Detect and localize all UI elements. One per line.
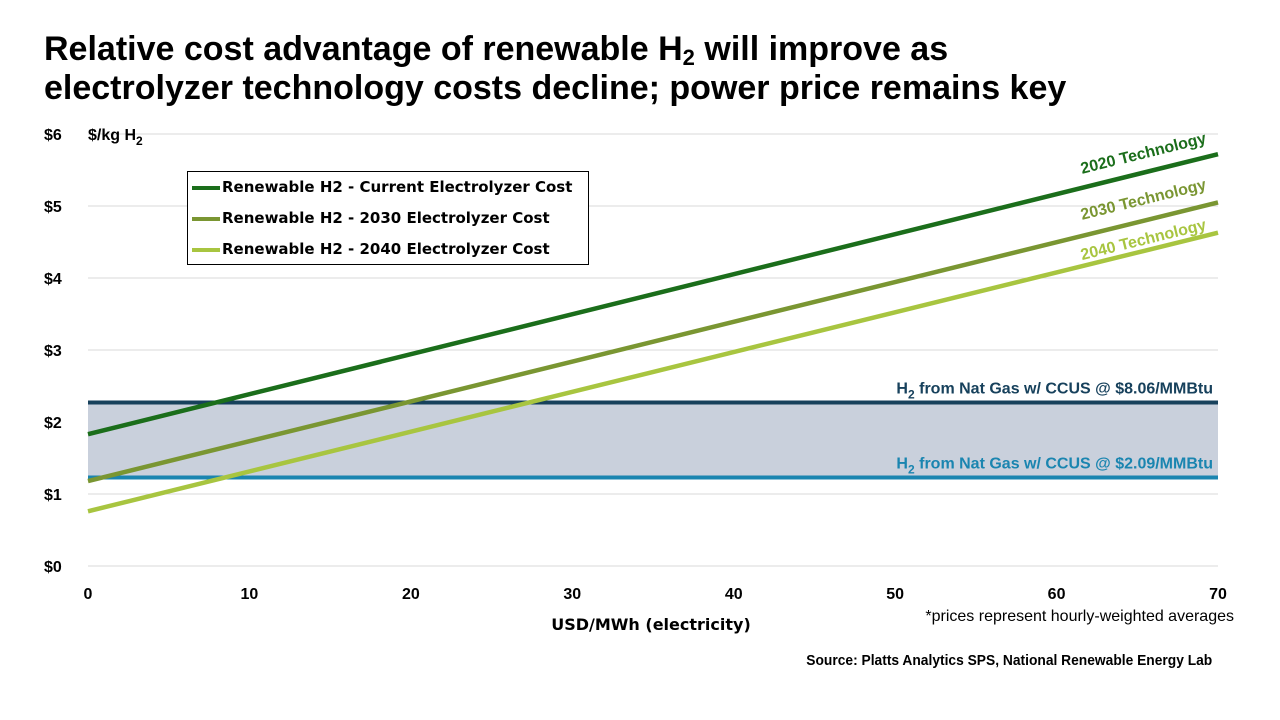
x-tick-label: 60 — [1048, 586, 1066, 603]
y-tick-label: $2 — [44, 415, 62, 432]
footnote: *prices represent hourly-weighted averag… — [925, 608, 1234, 625]
title-line2: electrolyzer technology costs decline; p… — [44, 69, 1067, 107]
reference-lines — [88, 400, 1218, 480]
x-tick-label: 20 — [402, 586, 420, 603]
x-tick-label: 0 — [84, 586, 93, 603]
y-tick-label: $3 — [44, 343, 62, 360]
legend-swatch-current — [192, 186, 220, 190]
y-tick-labels: $0 $1 $2 $3 $4 $5 $6 — [44, 127, 62, 576]
reference-line-labels: H2 from Nat Gas w/ CCUS @ $8.06/MMBtu H2 … — [896, 381, 1213, 477]
chart-title: Relative cost advantage of renewable H2 … — [44, 30, 1244, 108]
series-line — [87, 151, 1219, 437]
legend-label-2040: Renewable H2 - 2040 Electrolyzer Cost — [222, 240, 550, 258]
legend: Renewable H2 - Current Electrolyzer Cost… — [187, 171, 589, 265]
y-axis-label: $/kg H2 — [88, 127, 143, 148]
legend-swatch-2040 — [192, 248, 220, 252]
title-line1-post: will improve as — [694, 30, 949, 68]
x-tick-label: 10 — [241, 586, 259, 603]
x-tick-label: 70 — [1209, 586, 1227, 603]
legend-label-current: Renewable H2 - Current Electrolyzer Cost — [222, 178, 573, 196]
legend-item-2040: Renewable H2 - 2040 Electrolyzer Cost — [188, 238, 588, 260]
y-tick-label: $0 — [44, 559, 62, 576]
x-tick-label: 30 — [563, 586, 581, 603]
y-tick-label: $1 — [44, 487, 62, 504]
y-tick-label: $5 — [44, 199, 62, 216]
legend-swatch-2030 — [192, 217, 220, 221]
title-line1-sub: 2 — [682, 45, 695, 70]
y-tick-label: $6 — [44, 127, 62, 144]
source-note: Source: Platts Analytics SPS, National R… — [806, 652, 1212, 669]
legend-label-2030: Renewable H2 - 2030 Electrolyzer Cost — [222, 209, 550, 227]
series-line — [87, 230, 1219, 514]
series-lines — [87, 151, 1219, 514]
legend-item-current: Renewable H2 - Current Electrolyzer Cost — [188, 176, 588, 198]
x-axis-label: USD/MWh (electricity) — [551, 615, 751, 634]
reference-line-label: H2 from Nat Gas w/ CCUS @ $2.09/MMBtu — [896, 455, 1213, 476]
legend-item-2030: Renewable H2 - 2030 Electrolyzer Cost — [188, 207, 588, 229]
x-tick-label: 50 — [886, 586, 904, 603]
reference-line-label: H2 from Nat Gas w/ CCUS @ $8.06/MMBtu — [896, 381, 1213, 402]
x-tick-labels: 0 10 20 30 40 50 60 70 — [84, 586, 1227, 603]
y-tick-label: $4 — [44, 271, 62, 288]
title-line1-pre: Relative cost advantage of renewable H — [44, 30, 683, 68]
series-line — [87, 200, 1219, 484]
x-tick-label: 40 — [725, 586, 743, 603]
